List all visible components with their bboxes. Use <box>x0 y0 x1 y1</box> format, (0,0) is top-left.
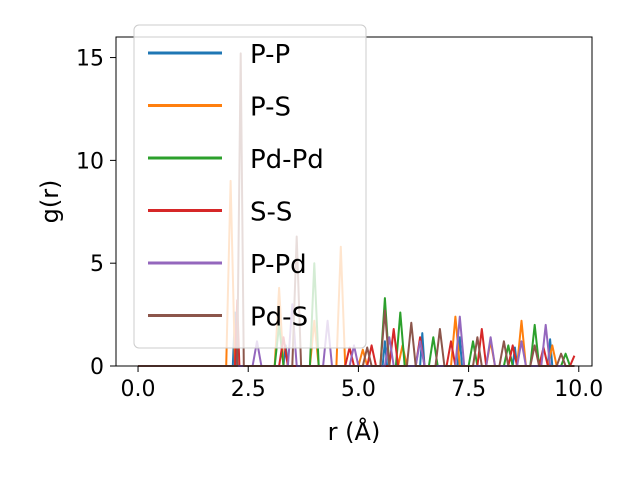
legend-box <box>133 24 367 349</box>
legend-label: Pd-Pd <box>250 145 324 175</box>
x-axis-ticks: 0.0 2.5 5.0 7.5 10.0 <box>121 366 603 402</box>
y-tick-label: 0 <box>90 355 104 380</box>
y-tick-label: 15 <box>76 47 104 72</box>
y-tick-label: 5 <box>90 252 104 277</box>
x-tick-label: 0.0 <box>121 377 156 402</box>
x-tick-label: 2.5 <box>231 377 266 402</box>
legend-label: P-Pd <box>250 250 307 280</box>
legend: P-P P-S Pd-Pd S-S P-Pd Pd-S <box>133 24 367 349</box>
y-axis-ticks: 0 5 10 15 <box>76 47 116 380</box>
x-axis-label: r (Å) <box>328 417 381 446</box>
x-tick-label: 7.5 <box>451 377 486 402</box>
legend-label: P-S <box>250 93 291 123</box>
y-tick-label: 10 <box>76 149 104 174</box>
x-tick-label: 5.0 <box>341 377 376 402</box>
legend-label: Pd-S <box>250 303 308 333</box>
legend-label: P-P <box>250 40 290 70</box>
x-tick-label: 10.0 <box>554 377 603 402</box>
y-axis-label: g(r) <box>36 180 64 224</box>
legend-label: S-S <box>250 198 292 228</box>
